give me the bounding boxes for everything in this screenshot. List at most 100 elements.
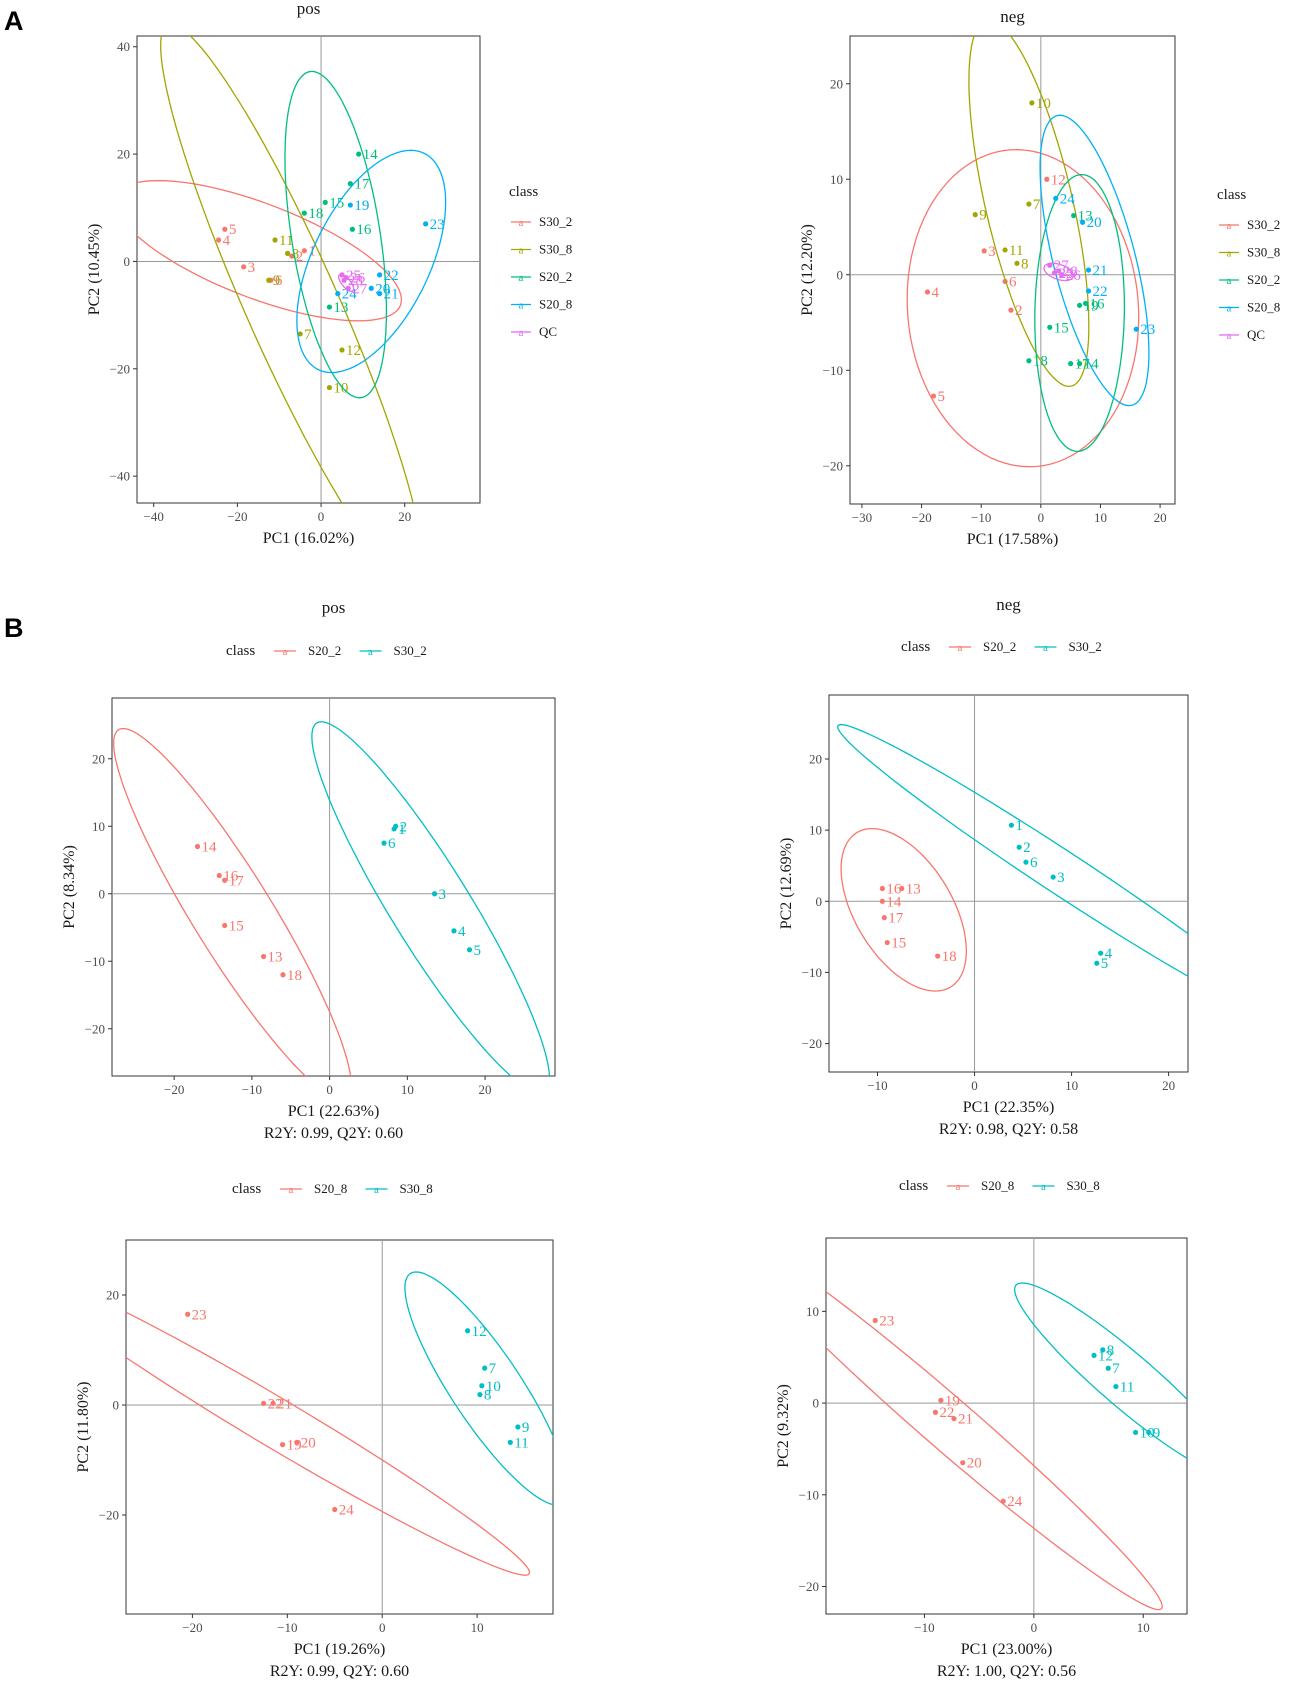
sample-point [477,1391,483,1398]
x-tick-label: 10 [1094,510,1107,525]
legend-key-glyph: a [1227,330,1232,342]
sample-point [1002,247,1008,253]
sample-point [451,928,457,934]
sample-label: 22 [939,1405,954,1421]
sample-label: 26 [350,271,366,287]
x-tick-label: 20 [1162,1078,1175,1093]
x-tick-label: −10 [971,510,991,525]
y-tick-label: −10 [799,1487,819,1502]
legend-entry-label: S30_2 [1069,639,1102,654]
sample-point [1026,201,1032,207]
sample-label: 20 [301,1435,316,1451]
y-tick-label: −20 [799,1579,819,1594]
legend-key-glyph: a [1227,275,1232,287]
legend-entry-label: S30_2 [1247,217,1280,232]
sample-point [465,1328,471,1334]
sample-label: 1 [1015,818,1023,834]
sample-label: 23 [879,1314,894,1330]
sample-point [272,237,278,243]
sample-point [381,840,387,846]
sample-label: 6 [388,836,396,852]
sample-label: 9 [979,208,987,224]
sample-point [1026,358,1032,364]
sample-point [377,291,383,297]
sample-point [1051,270,1058,276]
sample-label: 9 [1153,1425,1161,1441]
sample-point [1000,1498,1006,1504]
sample-point [294,1439,300,1445]
legend-entry-label: QC [1247,327,1265,342]
sample-point [289,253,295,259]
legend-entry-label: S20_2 [983,639,1016,654]
legend-entry-label: S30_8 [1247,245,1280,260]
sample-label: 16 [356,222,372,238]
sample-label: 1 [398,822,406,838]
sample-label: 21 [1093,263,1108,279]
x-tick-label: 10 [471,1620,484,1635]
sample-label: 17 [1075,357,1091,373]
chart-a-pos: −40 −20 0 20 −40 −20 0 20 40 PC1 (16.02%) PC2 (10.… [86,0,572,547]
confidence-ellipse [968,36,1090,388]
y-tick-label: 10 [809,823,822,838]
sample-label: 13 [333,300,348,316]
sample-point [347,181,353,187]
sample-point [270,1400,276,1406]
sample-point [1047,324,1053,330]
legend-title: class [899,1178,928,1194]
sample-point [222,226,228,232]
plot-frame [825,1237,1188,1615]
sample-point [879,898,885,904]
x-tick-label: 10 [1137,1620,1150,1635]
sample-point [297,331,303,337]
sample-label: 5 [229,222,237,238]
sample-point [515,1424,521,1430]
sample-label: 22 [1093,284,1108,300]
sample-label: 12 [472,1324,487,1340]
y-tick-label: 0 [99,886,106,901]
sample-label: 23 [430,217,445,233]
y-tick-label: 20 [117,147,130,162]
y-tick-label: 10 [830,172,843,187]
y-tick-label: −20 [85,1021,105,1036]
sample-label: 10 [486,1379,501,1395]
confidence-ellipse [296,149,447,374]
sample-point [345,285,351,291]
sample-label: 11 [1120,1380,1134,1396]
sample-point [347,202,353,208]
sample-point [1133,326,1139,332]
sample-label: 8 [292,246,300,262]
sample-label: 14 [1084,357,1100,373]
plot-frame [849,35,1176,505]
sample-label: 20 [1087,215,1102,231]
sample-label: 28 [1063,264,1078,280]
sample-label: 22 [384,268,399,284]
sample-point [1016,844,1022,850]
sample-point [1098,950,1104,956]
x-tick-label: −10 [277,1620,297,1635]
sample-label: 19 [354,198,369,214]
plot-frame [125,1239,554,1615]
legend-title: class [509,184,538,200]
y-tick-label: 20 [809,752,822,767]
sample-point [1085,267,1092,273]
x-tick-label: −10 [867,1078,887,1093]
sample-point [339,272,345,278]
sample-point [260,1400,267,1406]
x-axis-label: PC1 (16.02%) [263,530,355,547]
sample-label: 18 [942,949,957,965]
confidence-ellipse [840,827,967,992]
sample-point [507,1439,513,1445]
legend-entry-label: QC [539,324,557,339]
sample-label: 12 [1051,172,1066,188]
sample-label: 24 [339,1503,355,1519]
sample-point [981,248,987,254]
confidence-ellipse [113,727,352,1076]
legend-key-glyph: a [1227,303,1232,315]
sample-point [423,221,429,227]
y-tick-label: −20 [802,1036,822,1051]
legend-title: class [1217,187,1246,203]
x-tick-label: 10 [1065,1078,1078,1093]
legend-entry-label: S30_8 [539,242,572,257]
plot-frame [111,697,556,1077]
